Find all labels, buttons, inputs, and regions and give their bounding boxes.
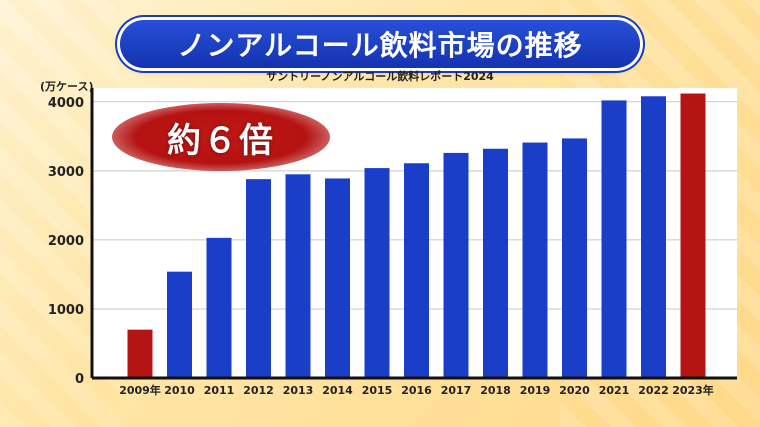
x-tick-label: 2023年 [672, 383, 714, 397]
bar [522, 142, 548, 378]
x-tick-label: 2015 [362, 384, 393, 397]
bar [246, 179, 271, 378]
bar [364, 168, 390, 378]
bar [167, 271, 192, 378]
bar [601, 100, 627, 378]
bar [325, 178, 350, 378]
y-tick-label: 3000 [48, 165, 84, 180]
bar [127, 329, 153, 378]
x-tick-label: 2014 [322, 384, 353, 397]
x-tick-label: 2010 [164, 384, 195, 397]
x-tick-label: 2018 [480, 384, 511, 397]
bar [641, 96, 666, 379]
title-banner: ノンアルコール飲料市場の推移 [120, 20, 640, 68]
x-tick-label: 2021 [599, 384, 630, 397]
x-tick-label: 2019 [520, 384, 551, 397]
x-tick-label: 2017 [441, 384, 472, 397]
callout-text: 約６倍 [167, 120, 275, 161]
page-title: ノンアルコール飲料市場の推移 [177, 29, 583, 62]
x-tick-label: 2011 [204, 384, 235, 397]
bar [404, 163, 429, 378]
y-axis-unit-label: (万ケース) [40, 80, 94, 93]
y-tick-label: 4000 [48, 96, 84, 111]
source-caption: サントリーノンアルコール飲料レポート2024 [266, 70, 494, 83]
bar [443, 152, 469, 378]
y-tick-label: 2000 [48, 234, 84, 249]
x-tick-label: 2009年 [119, 383, 161, 397]
callout-bubble: 約６倍 [112, 103, 330, 171]
y-tick-label: 0 [75, 372, 84, 387]
bar [562, 138, 587, 378]
bar [285, 174, 311, 378]
x-tick-label: 2022 [638, 384, 669, 397]
x-tick-label: 2016 [401, 384, 432, 397]
x-tick-label: 2012 [243, 384, 274, 397]
x-tick-label: 2020 [559, 384, 590, 397]
bar [206, 237, 232, 378]
bar [483, 148, 508, 378]
y-tick-label: 1000 [48, 303, 84, 318]
x-tick-label: 2013 [283, 384, 314, 397]
bar [680, 93, 706, 379]
